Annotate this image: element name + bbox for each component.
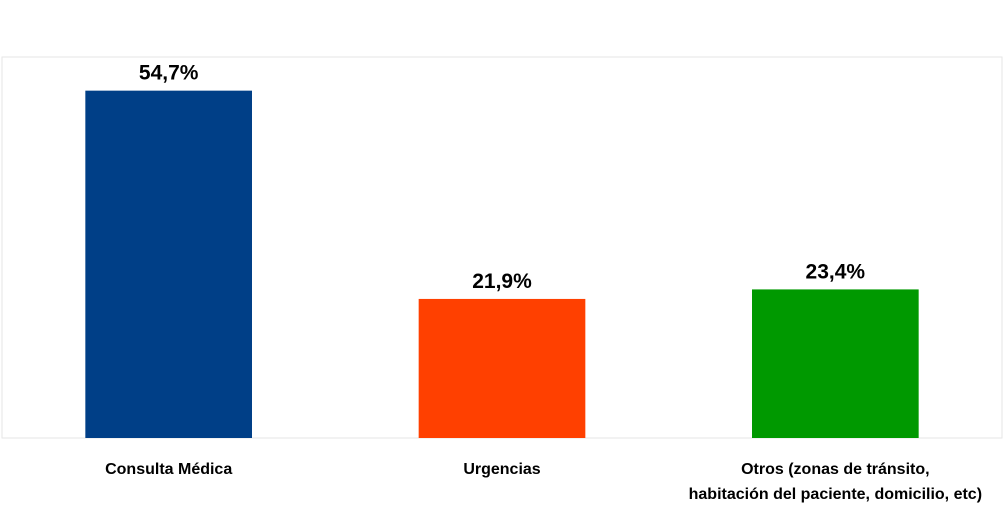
x-tick-label: Otros (zonas de tránsito, habitación del … (689, 461, 982, 503)
bar (418, 298, 586, 438)
bar (752, 289, 919, 438)
x-tick-label: Consulta Médica (105, 461, 232, 478)
value-label: 23,4% (806, 260, 866, 283)
value-label: 21,9% (472, 270, 532, 293)
bar (85, 90, 252, 438)
value-label: 54,7% (139, 62, 199, 85)
x-tick-label: Urgencias (463, 461, 540, 478)
